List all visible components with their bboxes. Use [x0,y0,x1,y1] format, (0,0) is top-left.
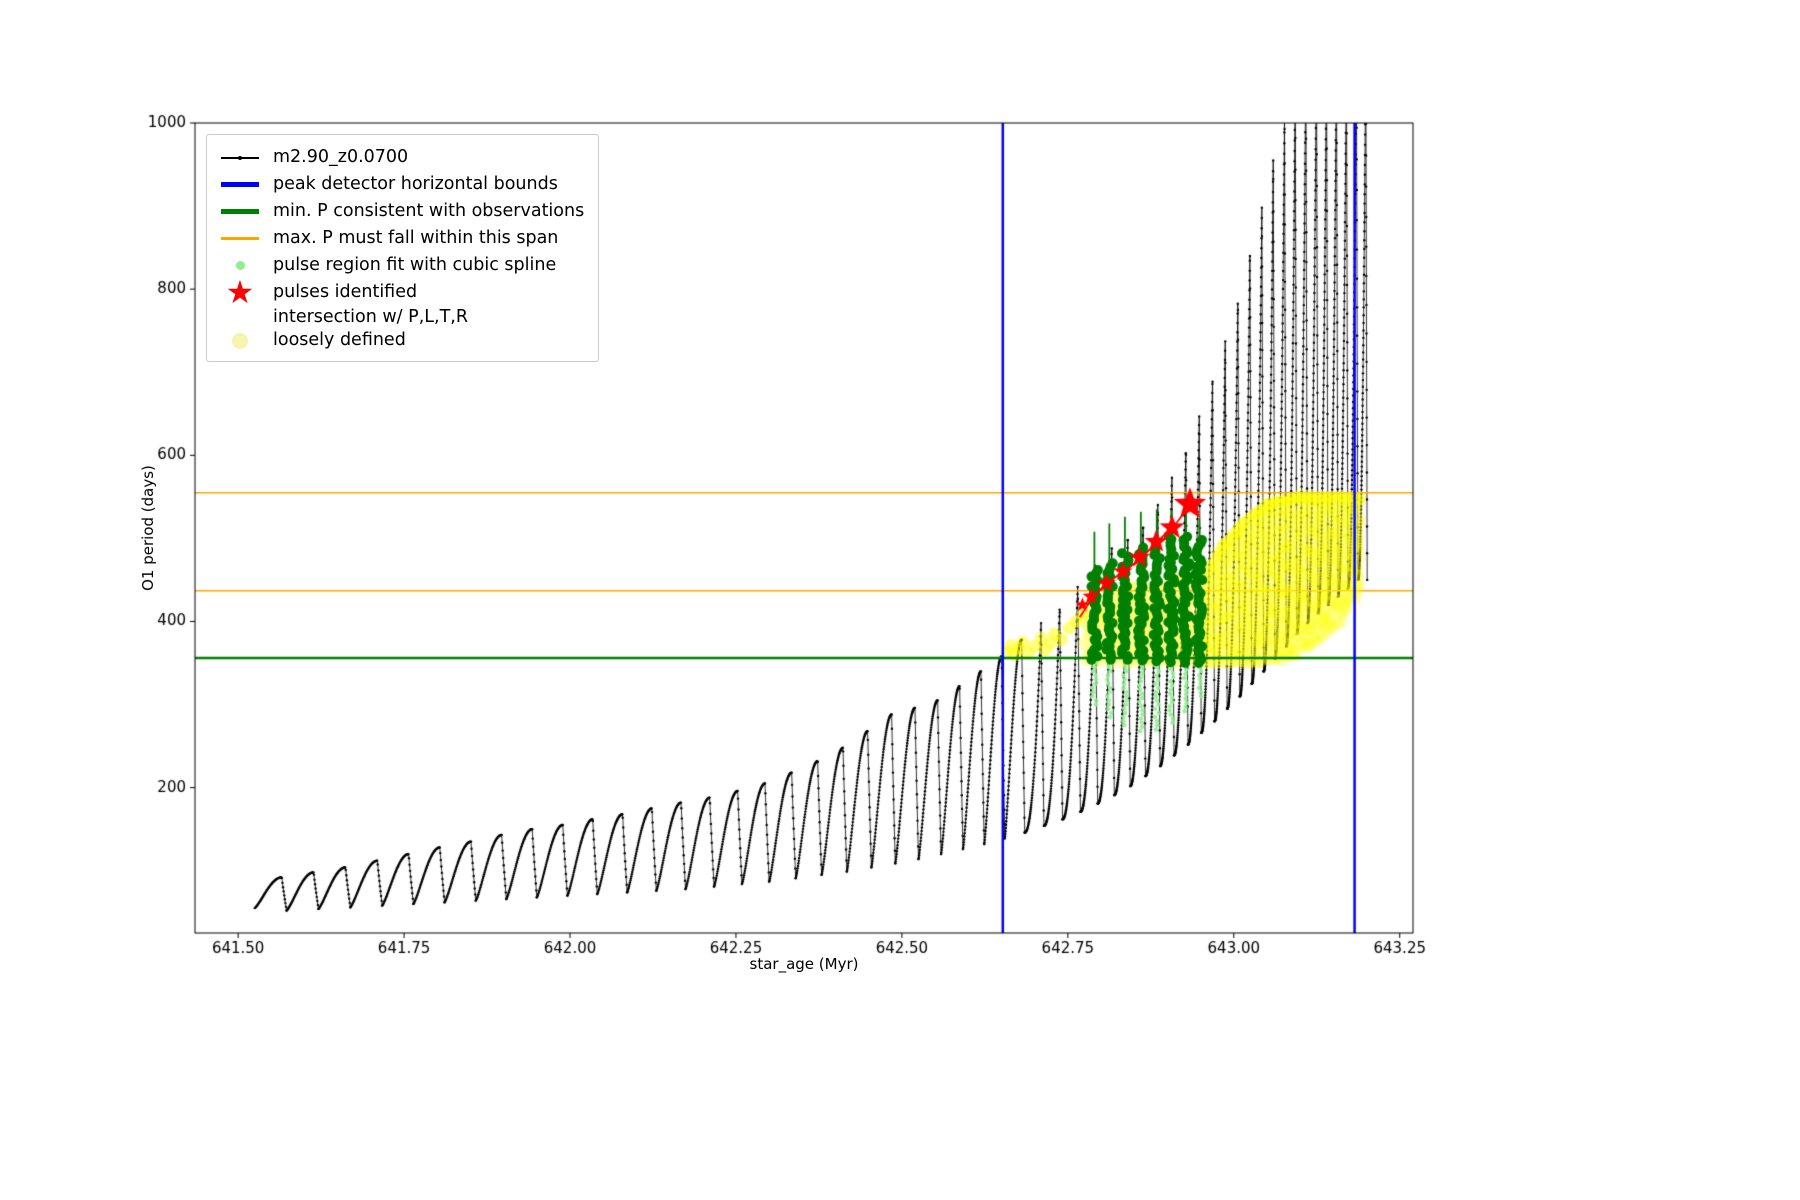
legend-item-2: min. P consistent with observations [217,198,584,225]
legend-label-2: min. P consistent with observations [273,201,585,222]
legend-item-4: pulse region fit with cubic spline [217,252,584,279]
legend-label-0: m2.90_z0.0700 [273,147,409,168]
legend-item-0: m2.90_z0.0700 [217,144,584,171]
legend-marker-thick-line-icon [217,209,263,214]
legend-item-3: max. P must fall within this span [217,225,584,252]
legend-marker-thick-line-icon [217,182,263,187]
legend-marker-dot-large-icon [217,332,263,352]
y-axis-label: O1 period (days) [139,465,157,591]
x-axis-label: star_age (Myr) [749,955,859,973]
legend-marker-line-dot-icon [217,155,263,161]
legend-item-5: ★ pulses identified [217,273,584,311]
legend-label-5: pulses identified [273,282,418,303]
legend-marker-dot-small-icon [217,261,263,270]
legend-label-3: max. P must fall within this span [273,228,559,249]
legend-item-6: intersection w/ P,L,T,R loosely defined [217,306,584,352]
legend-label-4: pulse region fit with cubic spline [273,255,557,276]
legend-marker-star-icon: ★ [225,273,255,311]
legend-label-6: intersection w/ P,L,T,R loosely defined [273,307,468,350]
legend-marker-line-icon [217,237,263,240]
legend-label-1: peak detector horizontal bounds [273,174,558,195]
legend-item-1: peak detector horizontal bounds [217,171,584,198]
